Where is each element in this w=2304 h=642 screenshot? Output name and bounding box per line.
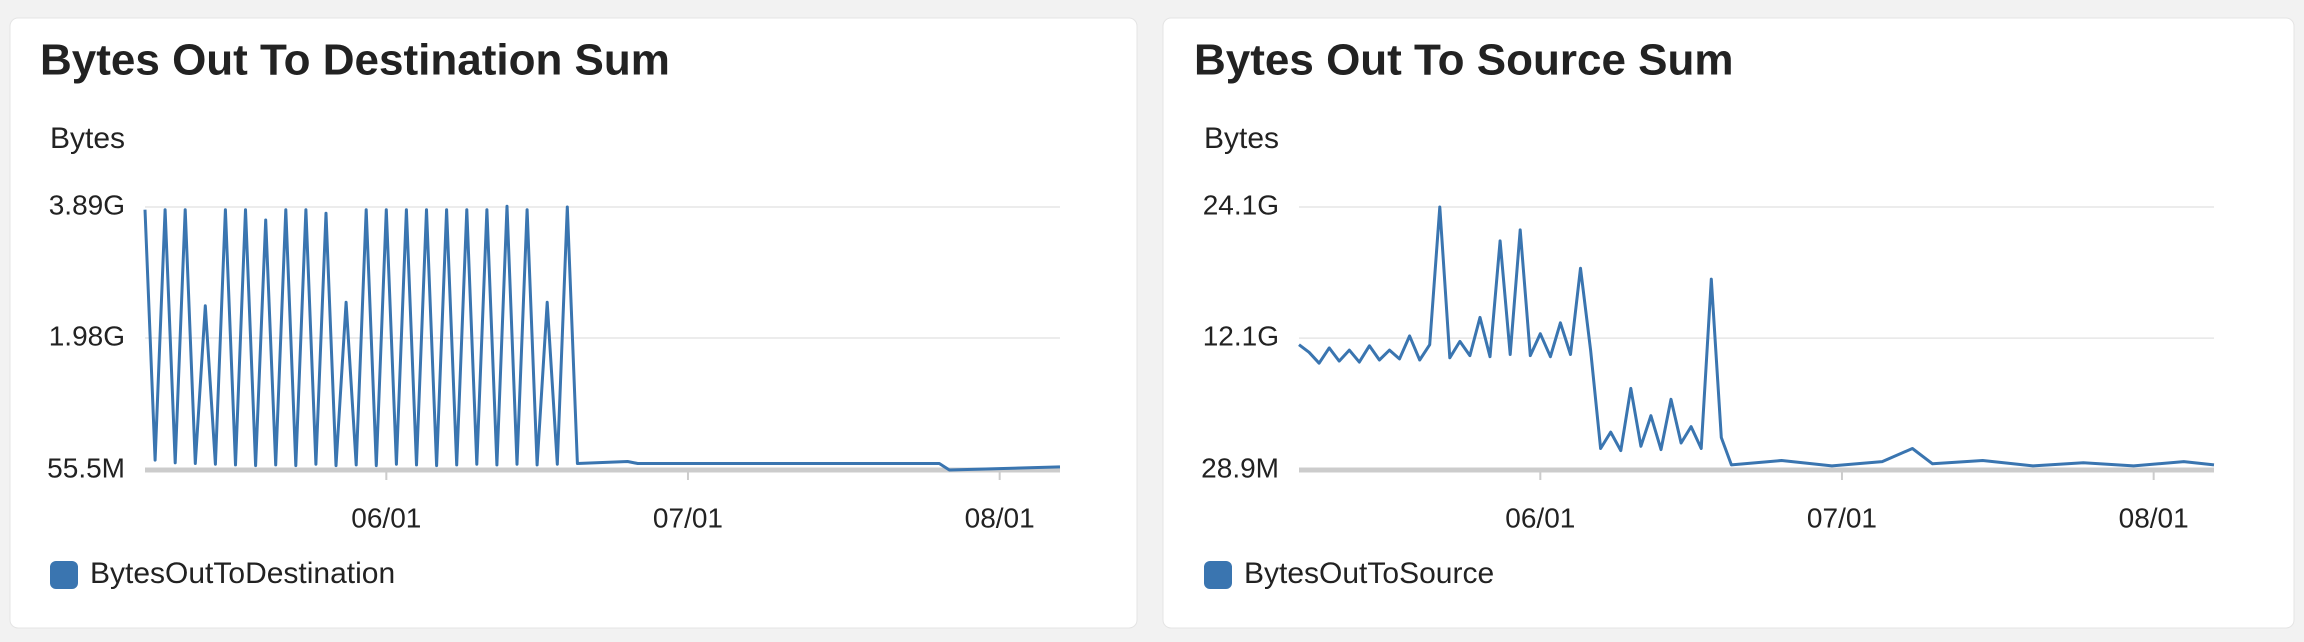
chart-title: Bytes Out To Destination Sum xyxy=(40,36,670,85)
y-tick-label: 55.5M xyxy=(47,452,125,483)
card xyxy=(9,17,1138,629)
y-tick-label: 28.9M xyxy=(1201,452,1279,483)
legend-swatch xyxy=(1204,561,1232,589)
x-tick-label: 06/01 xyxy=(1505,502,1575,533)
x-tick-label: 08/01 xyxy=(965,502,1035,533)
legend-label: BytesOutToDestination xyxy=(90,557,395,590)
legend-label: BytesOutToSource xyxy=(1244,557,1494,590)
y-axis-label: Bytes xyxy=(50,122,125,155)
y-tick-label: 3.89G xyxy=(49,189,125,220)
data-line xyxy=(1298,205,2215,468)
y-tick-label: 24.1G xyxy=(1203,189,1279,220)
data-line xyxy=(143,204,1061,472)
x-tick-label: 07/01 xyxy=(653,502,723,533)
x-tick-label: 06/01 xyxy=(351,502,421,533)
y-tick-label: 12.1G xyxy=(1203,321,1279,352)
x-tick-label: 07/01 xyxy=(1807,502,1877,533)
chart-title: Bytes Out To Source Sum xyxy=(1194,36,1734,85)
x-tick-label: 08/01 xyxy=(2119,502,2189,533)
legend-swatch xyxy=(50,561,78,589)
y-axis-label: Bytes xyxy=(1204,122,1279,155)
y-tick-label: 1.98G xyxy=(49,320,125,351)
card xyxy=(1162,17,2295,629)
